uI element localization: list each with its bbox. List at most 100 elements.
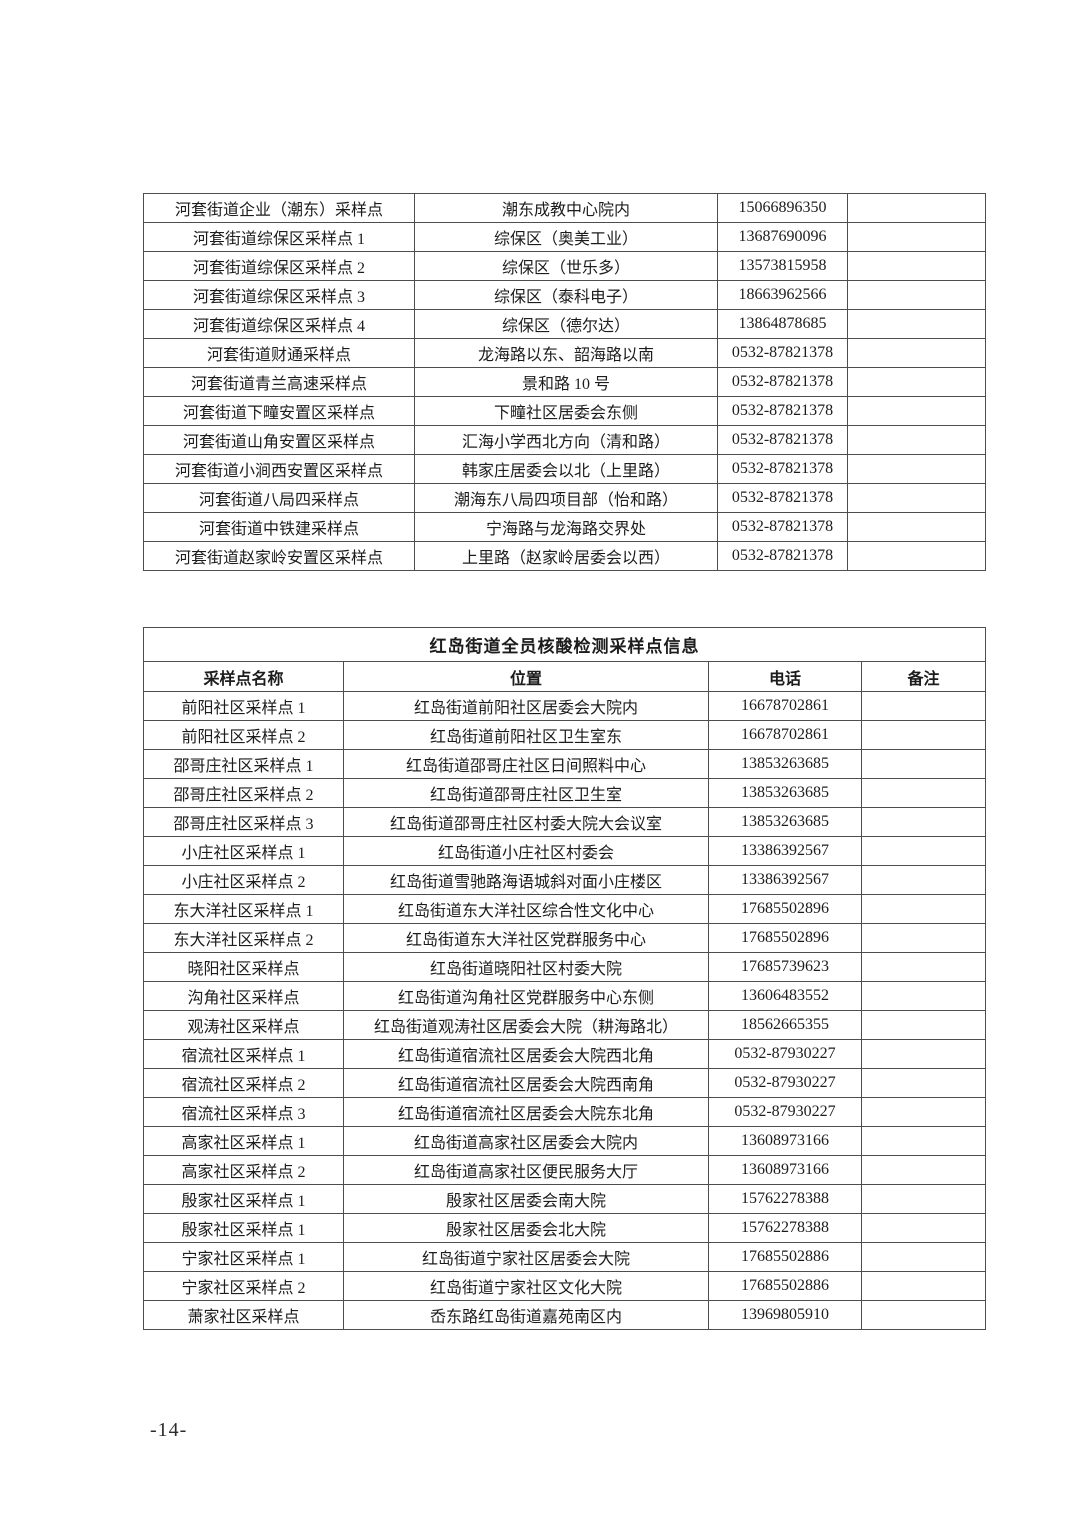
cell-note xyxy=(861,1242,986,1272)
table-title-row: 红岛街道全员核酸检测采样点信息 xyxy=(143,627,986,662)
cell-name: 河套街道综保区采样点 4 xyxy=(143,309,415,339)
cell-location: 殷家社区居委会北大院 xyxy=(343,1213,709,1243)
table-row: 邵哥庄社区采样点 2 红岛街道邵哥庄社区卫生室 13853263685 xyxy=(143,778,986,808)
cell-note xyxy=(861,720,986,750)
cell-name: 宁家社区采样点 1 xyxy=(143,1242,344,1272)
cell-name: 河套街道综保区采样点 1 xyxy=(143,222,415,252)
cell-location: 潮东成教中心院内 xyxy=(414,193,718,223)
cell-location: 红岛街道邵哥庄社区卫生室 xyxy=(343,778,709,808)
table-row: 河套街道综保区采样点 2 综保区（世乐多） 13573815958 xyxy=(143,251,986,281)
table-row: 河套街道青兰高速采样点 景和路 10 号 0532-87821378 xyxy=(143,367,986,397)
cell-phone: 18663962566 xyxy=(717,280,848,310)
cell-name: 前阳社区采样点 2 xyxy=(143,720,344,750)
cell-phone: 17685739623 xyxy=(708,952,862,982)
cell-location: 景和路 10 号 xyxy=(414,367,718,397)
cell-location: 殷家社区居委会南大院 xyxy=(343,1184,709,1214)
cell-location: 红岛街道高家社区便民服务大厅 xyxy=(343,1155,709,1185)
cell-location: 红岛街道宿流社区居委会大院东北角 xyxy=(343,1097,709,1127)
table-row: 殷家社区采样点 1 殷家社区居委会南大院 15762278388 xyxy=(143,1184,986,1214)
cell-location: 岙东路红岛街道嘉苑南区内 xyxy=(343,1300,709,1330)
cell-phone: 16678702861 xyxy=(708,720,862,750)
cell-location: 韩家庄居委会以北（上里路） xyxy=(414,454,718,484)
cell-name: 河套街道小涧西安置区采样点 xyxy=(143,454,415,484)
cell-name: 河套街道八局四采样点 xyxy=(143,483,415,513)
cell-note xyxy=(847,309,986,339)
cell-name: 殷家社区采样点 1 xyxy=(143,1213,344,1243)
cell-location: 红岛街道宁家社区文化大院 xyxy=(343,1271,709,1301)
cell-phone: 0532-87821378 xyxy=(717,367,848,397)
cell-note xyxy=(861,691,986,721)
cell-name: 东大洋社区采样点 2 xyxy=(143,923,344,953)
table-row: 河套街道中铁建采样点 宁海路与龙海路交界处 0532-87821378 xyxy=(143,512,986,542)
cell-name: 宁家社区采样点 2 xyxy=(143,1271,344,1301)
column-header: 备注 xyxy=(861,661,986,692)
cell-name: 殷家社区采样点 1 xyxy=(143,1184,344,1214)
cell-location: 红岛街道宿流社区居委会大院西南角 xyxy=(343,1068,709,1098)
table-row: 宿流社区采样点 3 红岛街道宿流社区居委会大院东北角 0532-87930227 xyxy=(143,1097,986,1127)
cell-phone: 13386392567 xyxy=(708,836,862,866)
cell-name: 高家社区采样点 1 xyxy=(143,1126,344,1156)
cell-name: 晓阳社区采样点 xyxy=(143,952,344,982)
cell-note xyxy=(847,541,986,571)
table-row: 沟角社区采样点 红岛街道沟角社区党群服务中心东侧 13606483552 xyxy=(143,981,986,1011)
cell-phone: 0532-87821378 xyxy=(717,541,848,571)
cell-note xyxy=(847,396,986,426)
cell-name: 河套街道综保区采样点 3 xyxy=(143,280,415,310)
hetao-table-body: 河套街道企业（潮东）采样点 潮东成教中心院内 15066896350 河套街道综保区采… xyxy=(143,193,986,571)
cell-location: 红岛街道晓阳社区村委大院 xyxy=(343,952,709,982)
cell-location: 红岛街道宿流社区居委会大院西北角 xyxy=(343,1039,709,1069)
cell-location: 红岛街道宁家社区居委会大院 xyxy=(343,1242,709,1272)
cell-note xyxy=(861,981,986,1011)
cell-location: 红岛街道观涛社区居委会大院（耕海路北） xyxy=(343,1010,709,1040)
table-row: 观涛社区采样点 红岛街道观涛社区居委会大院（耕海路北） 18562665355 xyxy=(143,1010,986,1040)
table-row: 河套街道综保区采样点 3 综保区（泰科电子） 18663962566 xyxy=(143,280,986,310)
hongdao-table-title: 红岛街道全员核酸检测采样点信息 xyxy=(143,627,986,662)
cell-note xyxy=(861,1271,986,1301)
cell-location: 龙海路以东、韶海路以南 xyxy=(414,338,718,368)
cell-note xyxy=(861,1097,986,1127)
table-row: 前阳社区采样点 2 红岛街道前阳社区卫生室东 16678702861 xyxy=(143,720,986,750)
table-row: 河套街道综保区采样点 1 综保区（奥美工业） 13687690096 xyxy=(143,222,986,252)
cell-note xyxy=(847,425,986,455)
cell-name: 宿流社区采样点 3 xyxy=(143,1097,344,1127)
table-row: 河套街道下疃安置区采样点 下疃社区居委会东侧 0532-87821378 xyxy=(143,396,986,426)
table-row: 高家社区采样点 2 红岛街道高家社区便民服务大厅 13608973166 xyxy=(143,1155,986,1185)
table-row: 宿流社区采样点 2 红岛街道宿流社区居委会大院西南角 0532-87930227 xyxy=(143,1068,986,1098)
table-row: 河套街道综保区采样点 4 综保区（德尔达） 13864878685 xyxy=(143,309,986,339)
cell-phone: 0532-87821378 xyxy=(717,512,848,542)
cell-phone: 13573815958 xyxy=(717,251,848,281)
cell-location: 红岛街道沟角社区党群服务中心东侧 xyxy=(343,981,709,1011)
table-row: 东大洋社区采样点 2 红岛街道东大洋社区党群服务中心 17685502896 xyxy=(143,923,986,953)
cell-phone: 13853263685 xyxy=(708,749,862,779)
cell-phone: 17685502886 xyxy=(708,1242,862,1272)
cell-name: 前阳社区采样点 1 xyxy=(143,691,344,721)
cell-phone: 0532-87930227 xyxy=(708,1039,862,1069)
cell-note xyxy=(847,193,986,223)
table-row: 小庄社区采样点 2 红岛街道雪驰路海语城斜对面小庄楼区 13386392567 xyxy=(143,865,986,895)
cell-note xyxy=(861,952,986,982)
cell-location: 红岛街道邵哥庄社区村委大院大会议室 xyxy=(343,807,709,837)
hetao-sampling-table: 河套街道企业（潮东）采样点 潮东成教中心院内 15066896350 河套街道综保区采… xyxy=(143,193,986,571)
table-row: 河套街道财通采样点 龙海路以东、韶海路以南 0532-87821378 xyxy=(143,338,986,368)
cell-name: 宿流社区采样点 2 xyxy=(143,1068,344,1098)
cell-location: 红岛街道前阳社区居委会大院内 xyxy=(343,691,709,721)
cell-name: 观涛社区采样点 xyxy=(143,1010,344,1040)
cell-phone: 13864878685 xyxy=(717,309,848,339)
table-row: 河套街道企业（潮东）采样点 潮东成教中心院内 15066896350 xyxy=(143,193,986,223)
cell-location: 综保区（世乐多） xyxy=(414,251,718,281)
cell-note xyxy=(861,1155,986,1185)
cell-location: 红岛街道邵哥庄社区日间照料中心 xyxy=(343,749,709,779)
cell-name: 河套街道赵家岭安置区采样点 xyxy=(143,541,415,571)
cell-note xyxy=(861,1068,986,1098)
cell-phone: 15762278388 xyxy=(708,1213,862,1243)
cell-note xyxy=(847,483,986,513)
cell-location: 综保区（奥美工业） xyxy=(414,222,718,252)
cell-name: 邵哥庄社区采样点 1 xyxy=(143,749,344,779)
table-row: 萧家社区采样点 岙东路红岛街道嘉苑南区内 13969805910 xyxy=(143,1300,986,1330)
table-row: 宿流社区采样点 1 红岛街道宿流社区居委会大院西北角 0532-87930227 xyxy=(143,1039,986,1069)
cell-phone: 13608973166 xyxy=(708,1126,862,1156)
cell-location: 红岛街道东大洋社区综合性文化中心 xyxy=(343,894,709,924)
column-header: 位置 xyxy=(343,661,709,692)
cell-phone: 0532-87821378 xyxy=(717,425,848,455)
cell-phone: 0532-87930227 xyxy=(708,1068,862,1098)
